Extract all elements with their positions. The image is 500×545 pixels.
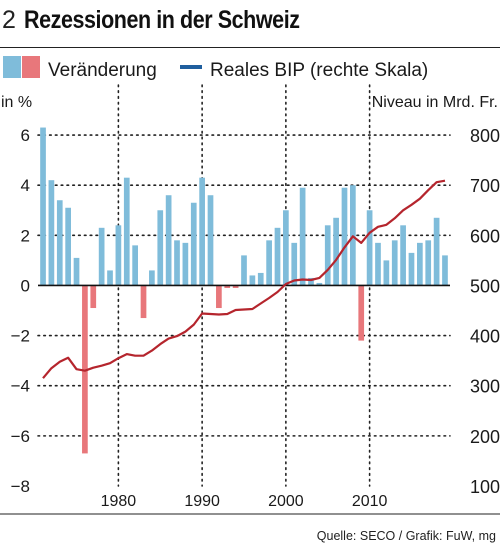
- bar: [82, 285, 88, 454]
- x-tick-label: 1990: [184, 493, 220, 510]
- bar: [316, 282, 323, 286]
- bar: [216, 285, 222, 309]
- bar: [98, 227, 105, 286]
- bar: [199, 177, 205, 286]
- chart-title-row: 2 Rezessionen in der Schweiz: [0, 6, 344, 42]
- bar: [182, 242, 189, 286]
- bar: [224, 285, 231, 288]
- title-rule: [0, 47, 500, 48]
- y2-tick-label: 100: [470, 477, 500, 497]
- legend-swatch-positive: [3, 56, 21, 78]
- y2-tick-label: 700: [470, 176, 500, 196]
- bar: [241, 255, 247, 286]
- bar: [299, 187, 306, 286]
- bar: [132, 245, 138, 286]
- x-tick-label: 2000: [268, 493, 304, 510]
- y-tick-label: 6: [21, 126, 30, 145]
- y-tick-label: −8: [11, 477, 30, 496]
- bar: [40, 127, 46, 286]
- bar: [341, 187, 348, 286]
- y-tick-label: 2: [21, 226, 30, 245]
- bar: [358, 285, 365, 341]
- bar: [425, 240, 432, 286]
- bar: [249, 275, 256, 286]
- bar: [266, 240, 272, 286]
- bar: [291, 242, 298, 286]
- source-note: Quelle: SECO / Grafik: FuW, mg: [316, 529, 496, 543]
- y2-tick-label: 200: [470, 427, 500, 447]
- y2-axis-title: Niveau in Mrd. Fr.: [372, 94, 498, 111]
- bar: [165, 195, 172, 286]
- legend-label-line: Reales BIP (rechte Skala): [210, 60, 428, 81]
- y-tick-label: −6: [11, 427, 30, 446]
- legend-swatch-negative: [22, 56, 40, 78]
- legend-label-bars: Veränderung: [48, 60, 157, 81]
- bar: [391, 240, 398, 286]
- y2-tick-label: 800: [470, 126, 500, 146]
- bar: [123, 177, 130, 286]
- bar: [433, 217, 440, 286]
- bar: [375, 242, 381, 286]
- y-axis-title: in %: [1, 94, 32, 111]
- y-tick-label: 4: [21, 176, 30, 195]
- bar: [107, 270, 113, 286]
- y2-tick-label: 500: [470, 276, 500, 296]
- y2-tick-label: 300: [470, 377, 500, 397]
- bar: [140, 285, 147, 319]
- bar: [190, 202, 197, 286]
- bar: [48, 180, 55, 286]
- y2-tick-label: 600: [470, 226, 500, 246]
- bar: [73, 257, 80, 286]
- chart-canvas: Veränderung Reales BIP (rechte Skala) in %…: [0, 56, 500, 515]
- bar: [366, 210, 373, 286]
- bar: [400, 225, 406, 286]
- bar: [90, 285, 97, 309]
- y-tick-label: −4: [11, 377, 30, 396]
- series-line-gdp: [42, 179, 446, 379]
- bar: [174, 240, 180, 286]
- bar: [283, 210, 289, 286]
- bar: [56, 200, 63, 286]
- bar: [333, 217, 339, 286]
- bar: [115, 225, 122, 286]
- chart-title: Rezessionen in der Schweiz: [23, 6, 300, 34]
- bar: [383, 260, 390, 286]
- bar: [207, 195, 214, 286]
- legend-swatch-line: [180, 65, 202, 69]
- figure-number: 2: [2, 6, 16, 34]
- bar: [442, 255, 448, 286]
- x-tick-label: 2010: [352, 493, 388, 510]
- bar: [308, 277, 314, 286]
- y-tick-label: −2: [11, 327, 30, 346]
- bar: [149, 270, 155, 286]
- bar: [274, 227, 281, 286]
- bar: [65, 207, 71, 286]
- bar: [232, 285, 239, 288]
- x-tick-label: 1980: [101, 493, 137, 510]
- bar: [324, 225, 331, 286]
- bar: [257, 272, 264, 286]
- y-tick-label: 0: [21, 276, 30, 295]
- bar: [157, 210, 164, 286]
- bar: [408, 252, 415, 286]
- y2-tick-label: 400: [470, 327, 500, 347]
- bar: [417, 242, 423, 286]
